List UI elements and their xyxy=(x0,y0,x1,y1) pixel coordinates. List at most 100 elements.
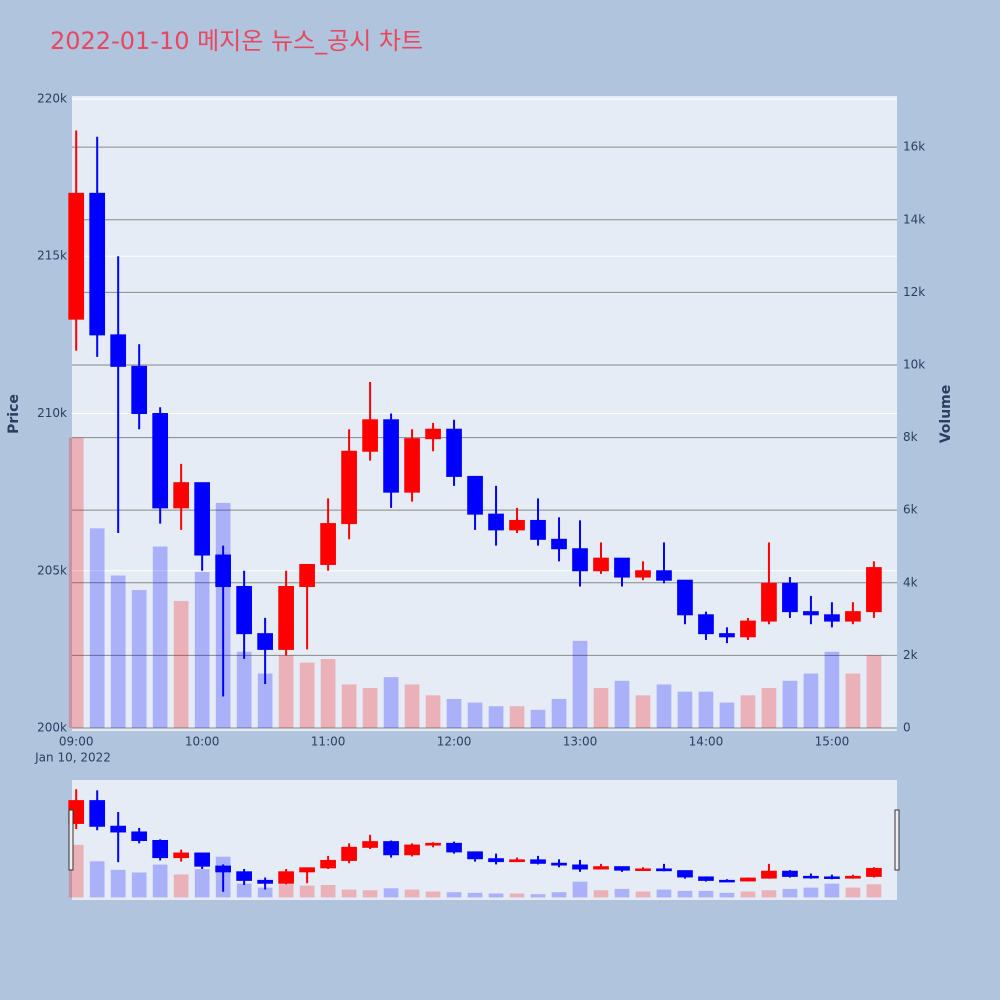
volume-bar xyxy=(467,702,483,728)
volume-bar xyxy=(740,695,756,728)
volume-bar xyxy=(68,437,84,728)
x-tick-label: 10:00 xyxy=(185,735,220,749)
candle-body-mini xyxy=(110,825,127,833)
volume-bar xyxy=(446,698,462,728)
volume-bar-mini xyxy=(89,861,105,898)
candle-body-mini xyxy=(593,866,609,870)
volume-bar-mini xyxy=(446,892,462,898)
candle-body xyxy=(488,513,504,531)
candle-body-mini xyxy=(782,870,798,877)
volume-bar xyxy=(719,702,735,728)
candle-body-mini xyxy=(89,800,106,827)
candle-body xyxy=(656,570,672,581)
candle-body-mini xyxy=(215,865,231,873)
volume-bar-mini xyxy=(698,890,714,898)
volume-bar xyxy=(866,655,882,728)
candle-body xyxy=(68,192,85,320)
candle-body-mini xyxy=(173,852,190,859)
candle-body-mini xyxy=(803,875,819,879)
candle-body-mini xyxy=(845,875,861,879)
candle-body-mini xyxy=(572,864,588,870)
y2-tick-label: 14k xyxy=(903,212,925,226)
x-tick-label: 11:00 xyxy=(311,735,346,749)
volume-bar-mini xyxy=(677,890,693,898)
volume-bar xyxy=(572,640,588,728)
volume-bar-mini xyxy=(152,864,168,898)
candle-body xyxy=(446,428,462,477)
volume-bar xyxy=(152,546,168,728)
candle-body-mini xyxy=(467,851,483,860)
volume-bar-mini xyxy=(257,887,273,898)
candle-body xyxy=(215,554,231,587)
candle-body-mini xyxy=(824,876,840,879)
candle-body-mini xyxy=(635,868,651,871)
volume-bar xyxy=(488,706,504,728)
volume-bar xyxy=(383,677,399,728)
volume-bar-mini xyxy=(194,869,210,898)
volume-bar xyxy=(425,695,441,728)
candle-body xyxy=(383,419,399,493)
candle-body-mini xyxy=(194,852,210,867)
candle-body xyxy=(89,192,106,336)
candle-body-mini xyxy=(299,867,315,873)
volume-bar xyxy=(803,673,819,728)
candle-body xyxy=(677,579,693,616)
candle-body-mini xyxy=(614,866,630,871)
volume-bar-mini xyxy=(824,883,840,898)
volume-bar-mini xyxy=(299,885,315,898)
volume-bar xyxy=(824,651,840,728)
volume-bar-mini xyxy=(551,892,567,898)
candle-body xyxy=(299,563,315,587)
volume-bar xyxy=(173,600,189,728)
volume-bar-mini xyxy=(845,887,861,898)
candle-body xyxy=(341,450,357,525)
candle-body xyxy=(845,611,861,622)
candle-body-mini xyxy=(698,876,714,881)
volume-bar xyxy=(761,688,777,728)
candle-body xyxy=(782,582,798,613)
volume-bar-mini xyxy=(530,894,546,898)
candle-body-mini xyxy=(278,871,294,884)
candle-body xyxy=(551,538,567,550)
volume-bar-mini xyxy=(236,883,252,898)
y2-tick-label: 6k xyxy=(903,503,918,517)
candle-body-mini xyxy=(509,859,525,863)
x-tick-label: 12:00 xyxy=(437,735,472,749)
y-tick-label: 215k xyxy=(37,249,67,263)
volume-bar-mini xyxy=(719,892,735,898)
volume-bar-mini xyxy=(866,884,882,898)
candle-body-mini xyxy=(740,877,756,882)
candle-body xyxy=(593,557,609,572)
candle-body-mini xyxy=(341,846,357,861)
volume-bar xyxy=(614,680,630,728)
y2-tick-label: 4k xyxy=(903,575,918,589)
volume-bar-mini xyxy=(761,890,777,898)
volume-bar-mini xyxy=(131,872,147,898)
candle-body-mini xyxy=(446,842,462,853)
candle-body xyxy=(110,334,127,367)
volume-bar-mini xyxy=(614,888,630,898)
volume-bar xyxy=(89,528,105,728)
candle-body xyxy=(530,519,546,540)
volume-bar xyxy=(656,684,672,728)
candle-body-mini xyxy=(488,858,504,863)
volume-bar xyxy=(782,680,798,728)
volume-bar xyxy=(194,571,210,728)
candle-body xyxy=(614,557,630,578)
candle-body-mini xyxy=(677,870,693,878)
volume-bar xyxy=(299,662,315,728)
y2-axis-title: Volume xyxy=(938,385,954,444)
volume-bar xyxy=(530,709,546,728)
volume-bar xyxy=(677,691,693,728)
candle-body-mini xyxy=(383,841,399,856)
volume-bar xyxy=(845,673,861,728)
y2-tick-label: 12k xyxy=(903,285,925,299)
volume-bar xyxy=(257,673,273,728)
candle-body-mini xyxy=(131,831,148,842)
candle-body xyxy=(761,582,777,622)
volume-bar-mini xyxy=(467,892,483,898)
volume-bar-mini xyxy=(341,889,357,898)
y-tick-label: 205k xyxy=(37,563,67,577)
x-tick-label: 09:00 xyxy=(59,735,94,749)
